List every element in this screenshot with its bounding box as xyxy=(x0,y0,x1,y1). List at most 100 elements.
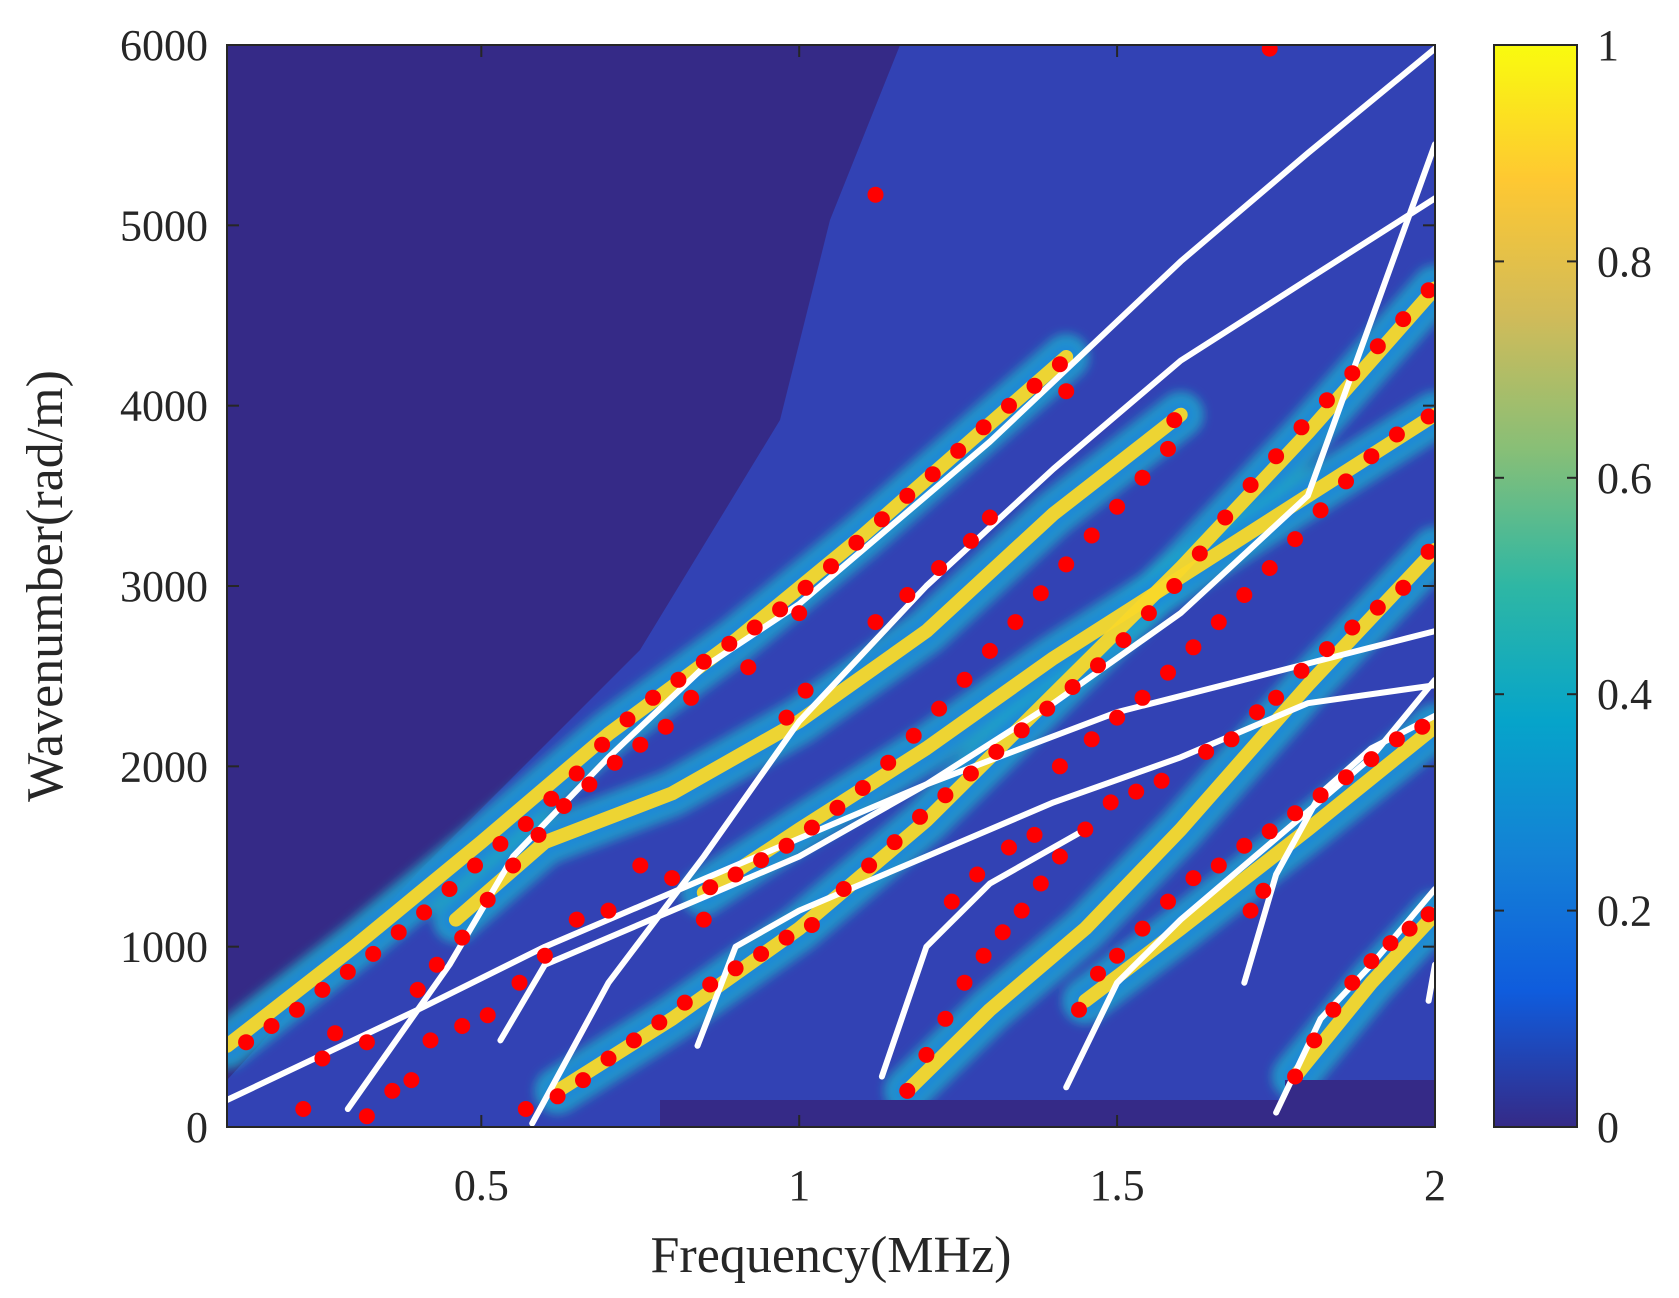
marker-point xyxy=(581,776,598,793)
marker-point xyxy=(873,511,890,528)
marker-point xyxy=(517,816,534,832)
marker-point xyxy=(358,1034,375,1051)
theory-curve-S0 xyxy=(344,45,1435,1112)
marker-point xyxy=(905,727,922,744)
marker-point xyxy=(517,1101,534,1117)
marker-point xyxy=(1249,704,1265,721)
marker-point xyxy=(600,1050,617,1067)
marker-point xyxy=(409,981,426,998)
marker-point xyxy=(1369,338,1386,355)
colorbar-ticks: 0 0.2 0.4 0.6 0.8 1 xyxy=(1494,21,1652,1152)
marker-point xyxy=(1083,731,1100,748)
marker-point xyxy=(1058,383,1075,400)
marker-point xyxy=(943,893,960,910)
marker-point xyxy=(778,929,795,946)
marker-point xyxy=(1420,543,1435,560)
marker-point xyxy=(740,659,757,676)
marker-point xyxy=(1287,805,1304,822)
marker-point xyxy=(981,642,998,659)
marker-point xyxy=(1026,826,1043,843)
marker-point xyxy=(1388,426,1405,443)
marker-point xyxy=(956,974,973,991)
marker-point xyxy=(568,765,585,782)
x-tick-label: 1 xyxy=(788,1161,810,1210)
marker-point xyxy=(753,852,770,869)
marker-point xyxy=(422,1032,439,1049)
marker-point xyxy=(416,904,433,921)
theory-curve-S4 xyxy=(1425,961,1435,1004)
marker-point xyxy=(924,466,941,483)
marker-point xyxy=(428,956,445,973)
marker-point xyxy=(441,881,458,897)
marker-point xyxy=(727,960,744,977)
marker-point xyxy=(1134,469,1151,486)
marker-point xyxy=(829,799,846,816)
marker-point xyxy=(467,857,483,874)
marker-point xyxy=(606,754,623,771)
marker-point xyxy=(1261,560,1278,576)
marker-point xyxy=(263,1018,280,1034)
marker-point xyxy=(969,866,986,883)
marker-point xyxy=(1325,1001,1342,1018)
marker-point xyxy=(1090,657,1106,674)
marker-point xyxy=(912,808,928,825)
marker-point xyxy=(575,1072,591,1089)
colorbar xyxy=(1493,44,1578,1128)
marker-point xyxy=(479,1007,496,1024)
theory-curve-A2 xyxy=(694,682,1435,1049)
marker-point xyxy=(861,857,878,874)
marker-point xyxy=(314,1050,331,1067)
theory-curve-A1 xyxy=(497,141,1435,1044)
marker-point xyxy=(931,560,948,576)
marker-point xyxy=(670,671,687,688)
marker-point xyxy=(479,891,496,908)
marker-point xyxy=(1210,614,1227,631)
marker-point xyxy=(676,994,693,1011)
marker-point xyxy=(1312,787,1329,804)
y-tick-label: 0 xyxy=(186,1103,208,1152)
marker-point xyxy=(937,1010,954,1027)
marker-point xyxy=(1109,709,1126,726)
marker-point xyxy=(1287,531,1304,548)
marker-point xyxy=(390,924,407,941)
marker-point xyxy=(867,614,884,631)
marker-point xyxy=(950,442,967,459)
marker-point xyxy=(1032,585,1049,602)
marker-point xyxy=(1007,614,1024,631)
marker-point xyxy=(1115,632,1132,649)
marker-point xyxy=(746,619,763,636)
marker-point xyxy=(238,1034,255,1051)
marker-point xyxy=(981,509,998,526)
colorbar-tick-label: 0.8 xyxy=(1597,237,1652,286)
marker-point xyxy=(835,881,852,897)
marker-point xyxy=(848,534,865,551)
marker-point xyxy=(1261,45,1278,57)
marker-point xyxy=(1420,906,1435,923)
marker-point xyxy=(899,587,916,603)
marker-point xyxy=(645,689,661,706)
marker-point xyxy=(803,819,820,836)
marker-point xyxy=(1306,1032,1323,1049)
marker-point xyxy=(772,601,789,618)
marker-point xyxy=(1363,448,1380,465)
marker-point xyxy=(1338,769,1354,786)
colorbar-tick-label: 0.6 xyxy=(1597,454,1652,503)
marker-point xyxy=(556,798,572,814)
marker-point xyxy=(1318,641,1335,658)
marker-point xyxy=(1198,743,1215,760)
marker-point xyxy=(1344,365,1361,382)
marker-point xyxy=(1185,870,1202,887)
marker-point xyxy=(1090,965,1106,982)
marker-point xyxy=(1032,875,1049,892)
marker-point xyxy=(568,911,585,928)
marker-point xyxy=(823,558,839,575)
marker-point xyxy=(1051,758,1068,775)
marker-point xyxy=(1363,953,1380,970)
marker-point xyxy=(1001,839,1017,856)
marker-point xyxy=(632,857,649,874)
marker-point xyxy=(702,879,719,896)
marker-point xyxy=(1236,837,1253,854)
marker-point xyxy=(505,857,522,874)
marker-point xyxy=(1420,408,1435,425)
